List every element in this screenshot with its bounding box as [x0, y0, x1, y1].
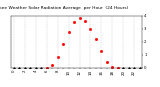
Text: Avg: Avg — [137, 6, 143, 10]
Text: Milwaukee Weather Solar Radiation Average  per Hour  (24 Hours): Milwaukee Weather Solar Radiation Averag… — [0, 6, 128, 10]
